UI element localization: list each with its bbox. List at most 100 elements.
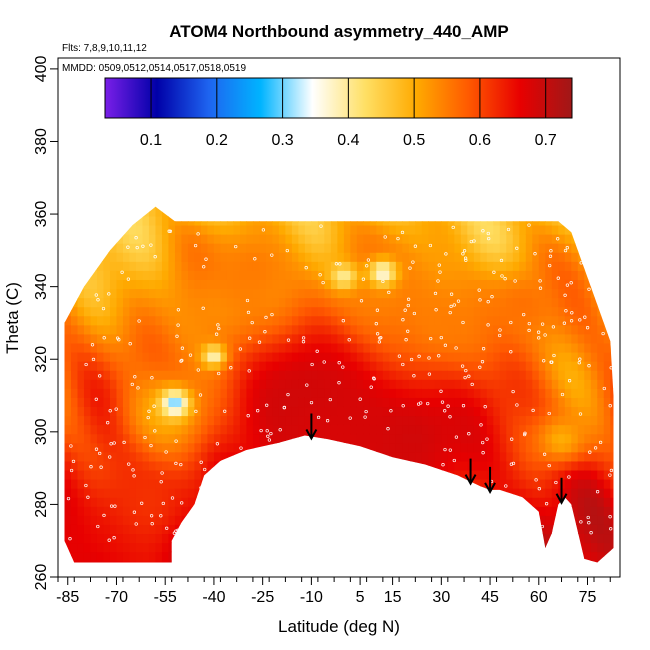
heatmap-cell xyxy=(291,351,299,362)
sample-point xyxy=(544,502,549,506)
heatmap-cell xyxy=(252,306,261,317)
heatmap-cell xyxy=(70,270,79,280)
sample-point xyxy=(126,245,130,249)
heatmap-cell xyxy=(90,415,98,426)
heatmap-cell xyxy=(317,442,325,453)
heatmap-cell xyxy=(272,324,280,335)
heatmap-cell xyxy=(259,315,267,326)
heatmap-cell xyxy=(454,424,462,435)
heatmap-cell xyxy=(252,415,261,426)
heatmap-cell xyxy=(226,270,235,280)
heatmap-cell xyxy=(525,333,533,344)
heatmap-cell xyxy=(246,306,254,317)
heatmap-cell xyxy=(77,342,85,353)
sample-point xyxy=(490,295,494,299)
heatmap-cell xyxy=(460,533,468,544)
heatmap-cell xyxy=(278,370,286,380)
heatmap-cell xyxy=(402,488,410,498)
heatmap-cell xyxy=(187,351,196,362)
heatmap-cell xyxy=(415,379,423,389)
heatmap-cell xyxy=(525,370,533,380)
heatmap-cell xyxy=(148,397,157,408)
heatmap-cell xyxy=(129,279,137,290)
heatmap-cell xyxy=(447,488,455,498)
heatmap-cell xyxy=(389,379,397,389)
heatmap-cell xyxy=(486,524,494,535)
heatmap-cell xyxy=(324,324,332,335)
sample-point xyxy=(165,526,169,530)
heatmap-cell xyxy=(512,433,520,444)
heatmap-cell xyxy=(181,388,189,398)
heatmap-cell xyxy=(155,252,163,262)
sample-point xyxy=(176,308,181,312)
heatmap-cell xyxy=(174,333,183,344)
heatmap-cell xyxy=(519,524,527,535)
heatmap-cell xyxy=(161,306,170,317)
heatmap-cell xyxy=(122,542,131,553)
heatmap-cell xyxy=(200,315,209,326)
heatmap-cell xyxy=(70,252,79,262)
heatmap-cell xyxy=(64,297,72,308)
heatmap-cell xyxy=(499,533,507,544)
heatmap-cell xyxy=(83,206,92,208)
heatmap-cell xyxy=(447,215,455,226)
heatmap-cell xyxy=(330,442,338,453)
heatmap-cell xyxy=(473,279,481,290)
heatmap-cell xyxy=(246,397,254,408)
heatmap-cell xyxy=(135,479,144,489)
heatmap-cell xyxy=(220,261,228,271)
heatmap-cell xyxy=(421,224,429,235)
sample-point xyxy=(556,276,560,280)
heatmap-cell xyxy=(343,306,351,317)
heatmap-cell xyxy=(129,488,137,498)
heatmap-cell xyxy=(77,533,85,544)
heatmap-cell xyxy=(473,488,481,498)
heatmap-cell xyxy=(402,388,410,398)
heatmap-cell xyxy=(532,215,540,226)
heatmap-cell xyxy=(363,442,371,453)
heatmap-cell xyxy=(434,397,442,408)
heatmap-cell xyxy=(545,224,553,235)
heatmap-cell xyxy=(278,297,286,308)
heatmap-cell xyxy=(109,406,118,417)
heatmap-cell xyxy=(473,388,481,398)
heatmap-cell xyxy=(441,406,449,417)
heatmap-cell xyxy=(194,379,202,389)
heatmap-cell xyxy=(278,424,286,435)
heatmap-cell xyxy=(402,279,410,290)
heatmap-cell xyxy=(246,542,254,553)
heatmap-cell xyxy=(356,297,364,308)
heatmap-cell xyxy=(272,515,280,525)
heatmap-cell xyxy=(246,224,254,235)
heatmap-cell xyxy=(480,206,488,208)
heatmap-cell xyxy=(174,506,183,516)
sample-point xyxy=(337,528,342,532)
sample-point xyxy=(359,299,364,303)
sample-point xyxy=(135,245,139,250)
heatmap-cell xyxy=(187,479,196,489)
heatmap-cell xyxy=(395,460,403,471)
heatmap-cell xyxy=(265,388,274,398)
heatmap-cell xyxy=(213,488,222,498)
heatmap-cell xyxy=(96,234,105,244)
heatmap-cell xyxy=(467,388,475,398)
heatmap-cell xyxy=(142,279,150,290)
sample-point xyxy=(608,515,612,519)
heatmap-cell xyxy=(109,215,118,226)
heatmap-cell xyxy=(350,297,358,308)
heatmap-cell xyxy=(200,252,209,262)
sample-point xyxy=(578,357,582,361)
heatmap-cell xyxy=(460,488,468,498)
heatmap-cell xyxy=(259,361,267,371)
heatmap-cell xyxy=(304,279,312,290)
sample-point xyxy=(451,225,455,230)
heatmap-cell xyxy=(194,415,202,426)
heatmap-cell xyxy=(499,397,507,408)
heatmap-cell xyxy=(571,479,579,489)
heatmap-cell xyxy=(246,279,254,290)
heatmap-cell xyxy=(272,261,280,271)
heatmap-cell xyxy=(558,415,566,426)
heatmap-cell xyxy=(129,306,137,317)
heatmap-cell xyxy=(558,460,566,471)
heatmap-cell xyxy=(421,315,429,326)
